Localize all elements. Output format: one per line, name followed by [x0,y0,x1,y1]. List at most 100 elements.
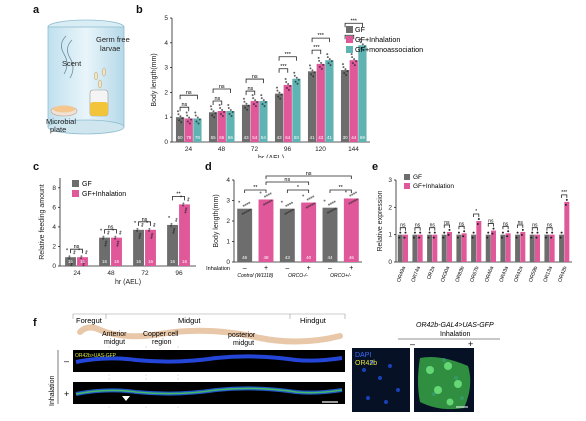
y-tick-label: 6 [52,204,56,211]
data-point [477,218,480,220]
data-point [117,240,120,243]
y-tick-label: 0 [52,263,56,270]
data-point [107,230,110,233]
data-point [428,231,431,234]
y-axis-label: Body length(mm) [151,53,158,106]
data-point [476,223,479,225]
data-point [399,231,402,234]
data-point [244,203,247,206]
y-tick-label: 1 [164,114,168,121]
data-point [190,118,193,121]
data-point [268,200,271,203]
data-point [249,208,252,211]
data-point [275,86,278,89]
data-point [184,209,187,212]
data-point [359,38,362,41]
sig-bracket [278,68,289,73]
sig-label: ns [284,177,290,183]
data-point [238,200,241,203]
data-point [151,232,154,235]
data-point [433,231,436,234]
micrograph-strip-plus [73,382,345,404]
bar-1 [258,199,274,262]
data-point [507,230,510,233]
data-point [293,71,296,74]
data-point [168,215,171,218]
x-tick-label: OR59b [528,266,539,284]
bar-GF+Inhalation-OR13a [549,234,555,262]
sig-bracket [179,94,198,100]
panel-label-b: b [136,4,143,16]
data-point [219,113,222,115]
bar-GF+monoassociation-120 [325,60,334,142]
sig-bracket [104,229,117,234]
data-point [187,197,190,200]
bar-4 [322,207,338,262]
data-point [277,95,280,98]
data-point [68,257,71,260]
data-point [327,62,330,65]
y-tick-label: 4 [52,224,56,231]
data-point [492,227,495,230]
n-label: 64 [285,135,291,140]
label-hindgut: Hindgut [300,316,327,325]
data-point [317,56,320,59]
data-point [293,74,296,77]
data-point [353,58,356,61]
sig-bracket [245,78,264,84]
data-point [318,65,321,68]
bar-0 [237,208,253,262]
data-point [289,84,292,87]
sig-bracket [458,225,465,230]
data-point [150,236,153,239]
data-point [196,116,199,119]
label-anterior: Anterior [102,331,127,338]
bar-2 [279,208,295,262]
data-point [136,227,139,230]
data-point [138,234,141,237]
inhalation-row-label: Inhalation [49,376,56,406]
bar-GF+Inhalation-144 [349,60,358,142]
data-point [150,234,153,237]
panel-label-e: e [372,161,379,173]
data-point [267,193,270,196]
data-point [247,104,250,107]
data-point [320,61,323,64]
data-point [223,111,226,113]
data-point [404,231,407,234]
data-point [243,211,246,214]
sig-label: ns [400,223,406,229]
data-point [448,228,451,231]
sig-bracket [531,227,538,231]
bar-GF+Inhalation-48 [111,237,122,266]
data-point [136,229,139,232]
bar-GF-OR49a [397,234,403,262]
x-tick-label: OR42a [513,266,524,284]
sig-label: ns [248,86,254,92]
row-label: Inhalation [206,266,230,272]
inhalation-sign: + [349,265,353,272]
data-point [181,117,184,120]
data-point [170,222,173,225]
data-point [456,236,459,239]
data-point [119,232,122,235]
legend-swatch [404,174,410,180]
data-point [194,111,197,114]
legend-swatch [72,180,79,187]
data-point [462,235,465,238]
y-axis-label: Relative feeding amount [39,184,46,260]
panel-label-c: c [33,161,40,173]
data-point [251,94,254,97]
row-sign-minus: – [64,356,69,366]
data-point [346,70,349,73]
n-label: 16 [102,259,108,264]
panel-label-f: f [33,317,37,329]
sig-label: ns [518,220,524,226]
data-point [463,230,466,233]
y-tick-label: 2 [164,89,168,96]
n-label: 16 [68,259,74,264]
y-tick-label: 8 [52,185,56,192]
data-point [531,231,534,234]
data-point [520,233,523,236]
bar-GF-72 [133,229,144,266]
